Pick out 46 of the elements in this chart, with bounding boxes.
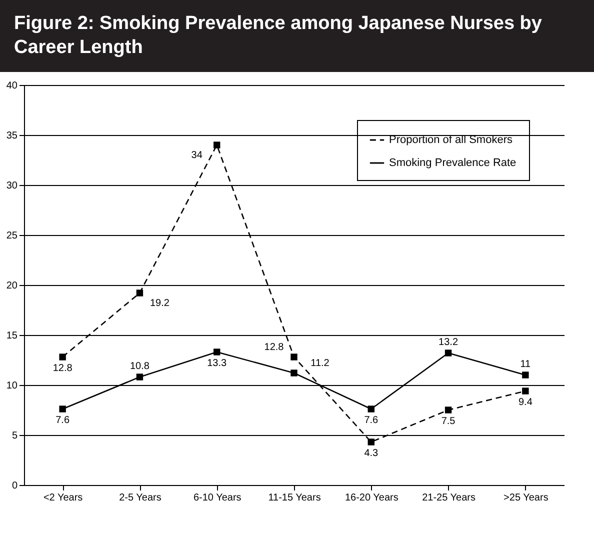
point — [214, 142, 220, 148]
y-tick-label: 15 — [6, 330, 18, 342]
point — [522, 372, 529, 378]
data-label: 4.3 — [364, 448, 379, 459]
data-label: 13.2 — [438, 337, 458, 348]
point — [136, 374, 144, 380]
point — [136, 290, 144, 296]
point — [59, 406, 66, 412]
legend-label: Smoking Prevalence Rate — [389, 157, 516, 169]
data-label: 7.5 — [441, 416, 456, 427]
data-label: 34 — [191, 150, 203, 161]
point — [214, 348, 220, 356]
y-tick-label: 25 — [6, 230, 18, 242]
point — [522, 388, 529, 394]
data-label: 7.6 — [364, 415, 379, 426]
x-tick-label: >25 Years — [504, 492, 548, 504]
x-tick-label: 11-15 Years — [268, 492, 321, 504]
data-label: 7.6 — [56, 415, 70, 426]
point — [368, 438, 374, 446]
chart-title: Figure 2: Smoking Prevalence among Japanese Nurses by Career Length — [0, 0, 594, 72]
point — [290, 354, 298, 360]
point — [290, 370, 298, 376]
point — [444, 350, 452, 356]
data-label: 12.8 — [264, 342, 284, 353]
y-tick-label: 35 — [6, 130, 18, 142]
y-tick-label: 40 — [6, 80, 18, 92]
point — [368, 406, 374, 412]
x-tick-label: 6-10 Years — [193, 492, 242, 504]
y-tick-label: 0 — [12, 480, 18, 492]
x-tick-label: <2 Years — [43, 492, 83, 504]
x-tick-label: 2-5 Years — [119, 492, 162, 504]
y-tick-label: 30 — [6, 180, 18, 192]
data-label: 11.2 — [310, 358, 330, 369]
x-tick-label: 16-20 Years — [344, 492, 398, 504]
x-tick-label: 21-25 Years — [422, 492, 476, 504]
point — [59, 354, 66, 360]
data-label: 10.8 — [130, 361, 150, 372]
y-tick-label: 20 — [6, 280, 18, 292]
point — [444, 406, 452, 414]
data-label: 11 — [520, 359, 532, 370]
y-tick-label: 5 — [12, 430, 18, 442]
y-tick-label: 10 — [6, 380, 18, 392]
data-label: 19.2 — [150, 298, 170, 309]
data-label: 12.8 — [52, 363, 73, 374]
data-label: 13.3 — [207, 358, 228, 369]
data-label: 9.4 — [518, 397, 533, 408]
